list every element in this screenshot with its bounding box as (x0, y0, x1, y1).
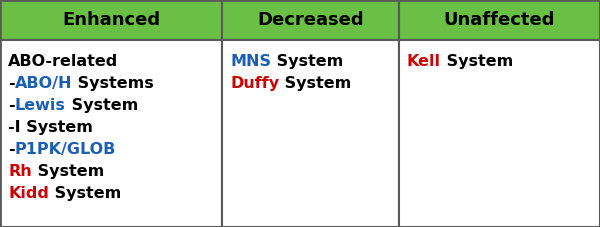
Text: Decreased: Decreased (257, 11, 364, 29)
Text: Kidd: Kidd (8, 186, 49, 201)
Text: System: System (32, 164, 104, 179)
Text: System: System (279, 76, 352, 91)
Bar (399, 40, 600, 227)
Text: Duffy: Duffy (230, 76, 279, 91)
Text: Kell: Kell (407, 54, 441, 69)
Bar (0, 40, 222, 227)
Text: ABO-related: ABO-related (8, 54, 118, 69)
Text: -: - (8, 76, 14, 91)
Bar (0, 0, 222, 40)
Text: Rh: Rh (8, 164, 32, 179)
Text: Lewis: Lewis (14, 98, 65, 113)
Text: System: System (441, 54, 513, 69)
Text: Enhanced: Enhanced (62, 11, 160, 29)
Bar (399, 0, 600, 40)
Bar (222, 0, 399, 40)
Text: Systems: Systems (72, 76, 154, 91)
Bar (222, 40, 399, 227)
Text: MNS: MNS (230, 54, 271, 69)
Text: Unaffected: Unaffected (444, 11, 555, 29)
Text: P1PK/GLOB: P1PK/GLOB (14, 142, 116, 157)
Text: System: System (65, 98, 138, 113)
Text: ABO/H: ABO/H (14, 76, 72, 91)
Text: -I System: -I System (8, 120, 93, 135)
Text: System: System (271, 54, 343, 69)
Text: -: - (8, 142, 14, 157)
Text: -: - (8, 98, 14, 113)
Text: System: System (49, 186, 121, 201)
